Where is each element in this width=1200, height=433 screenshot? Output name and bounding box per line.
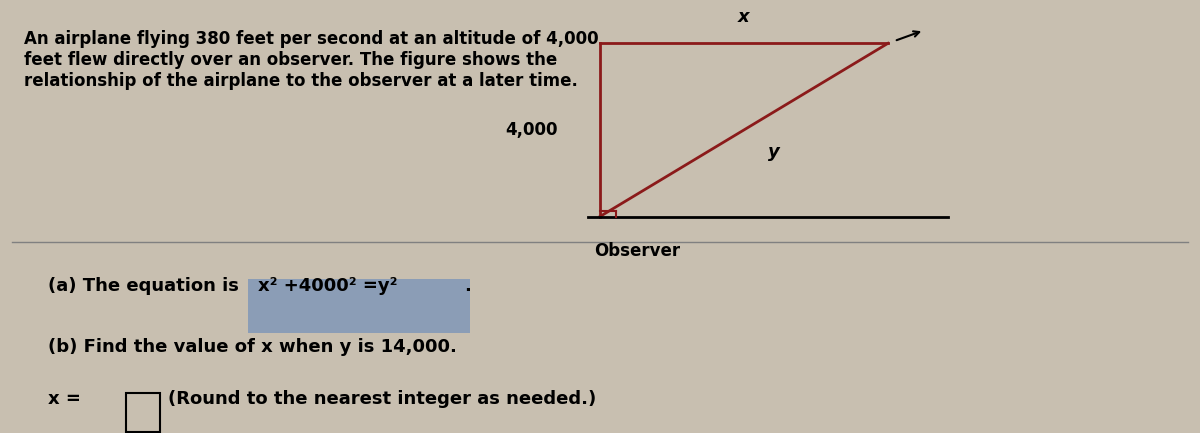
FancyBboxPatch shape: [248, 279, 470, 333]
FancyBboxPatch shape: [126, 393, 160, 432]
Text: (Round to the nearest integer as needed.): (Round to the nearest integer as needed.…: [168, 390, 596, 408]
Text: Observer: Observer: [594, 242, 680, 261]
Text: y: y: [768, 142, 780, 161]
Text: 4,000: 4,000: [505, 121, 558, 139]
Text: x: x: [738, 8, 750, 26]
Text: (a) The equation is: (a) The equation is: [48, 277, 245, 295]
Text: (b) Find the value of x when y is 14,000.: (b) Find the value of x when y is 14,000…: [48, 338, 457, 356]
Text: .: .: [464, 277, 472, 295]
Text: An airplane flying 380 feet per second at an altitude of 4,000
feet flew directl: An airplane flying 380 feet per second a…: [24, 30, 599, 90]
Text: x =: x =: [48, 390, 80, 408]
Text: x² +4000² =y²: x² +4000² =y²: [258, 277, 397, 295]
